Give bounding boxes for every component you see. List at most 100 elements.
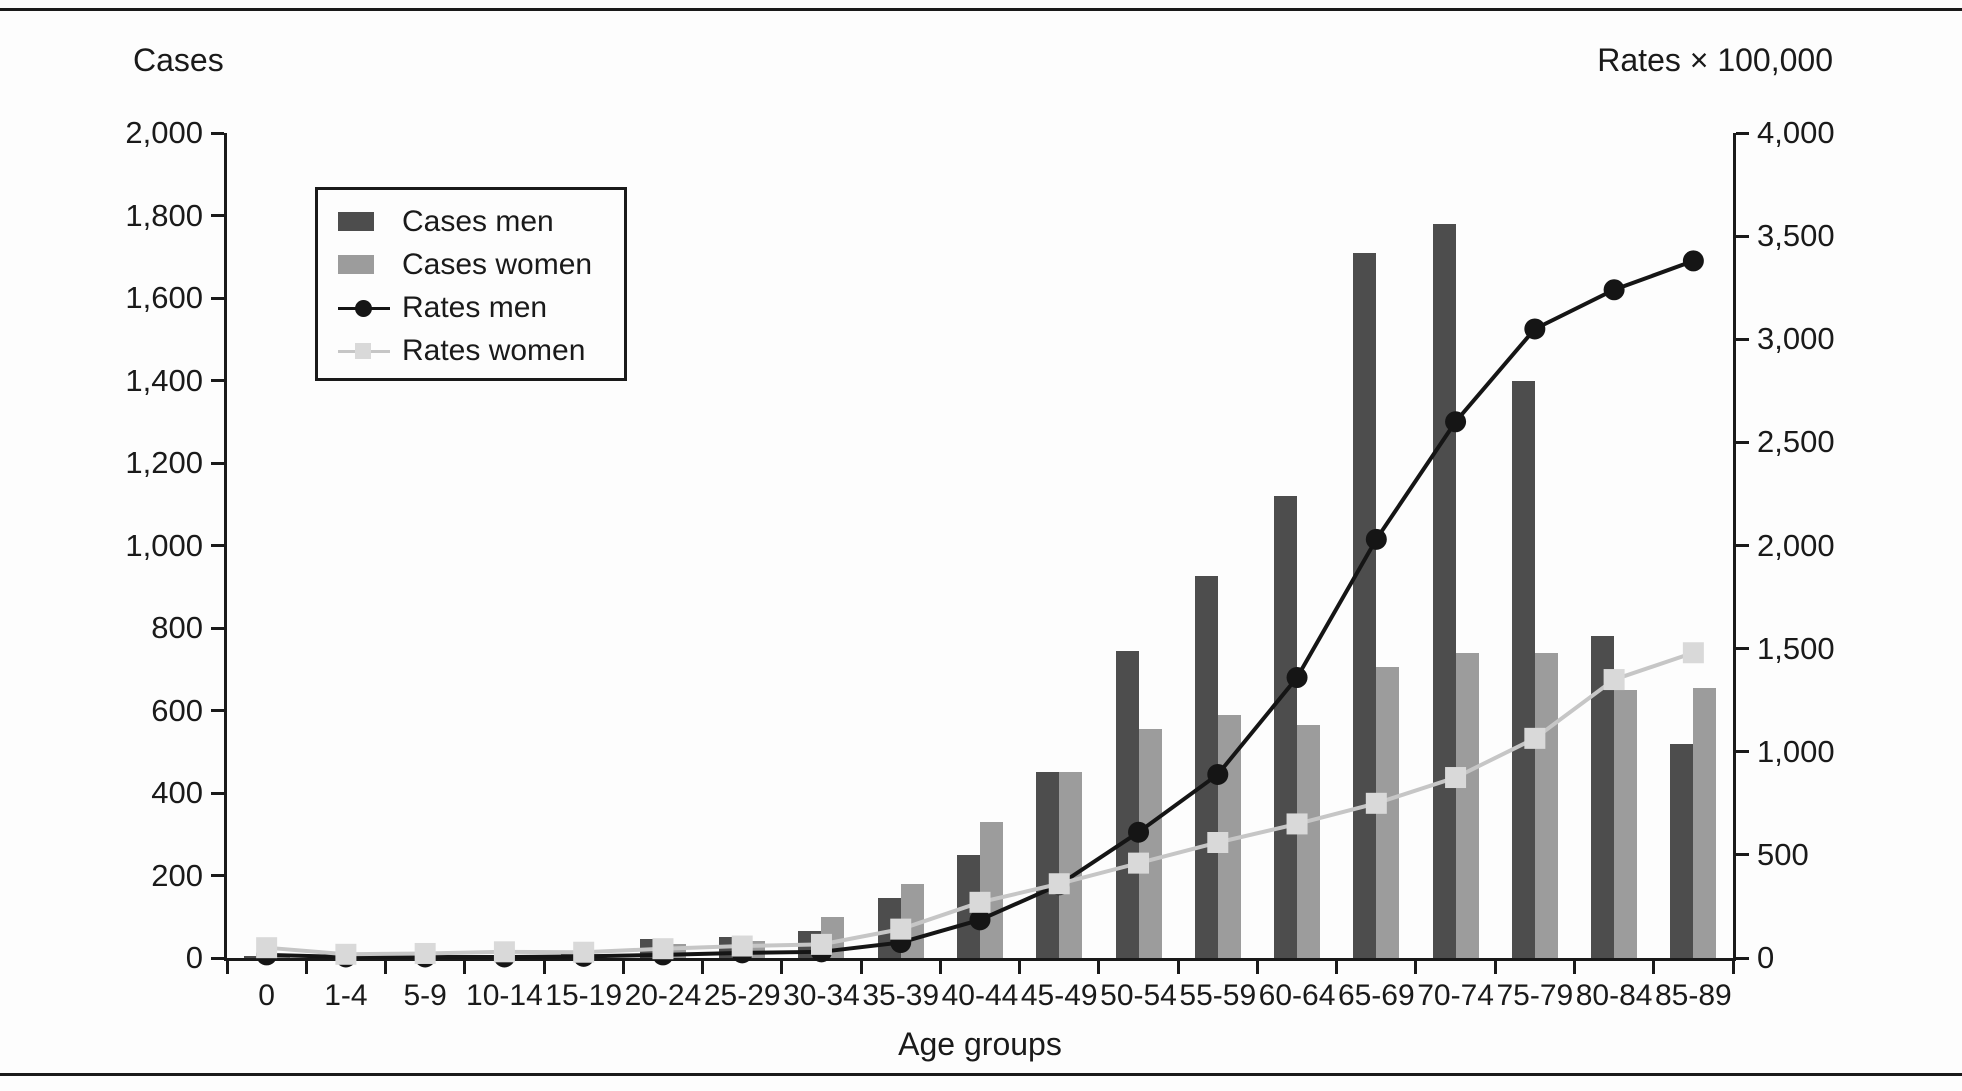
x-axis-tick	[1493, 961, 1497, 974]
legend-label: Rates women	[402, 333, 586, 367]
x-axis-tick-label: 65-69	[1337, 979, 1415, 1012]
y-axis-right-tick	[1736, 440, 1749, 444]
legend-label: Rates men	[402, 290, 548, 324]
x-axis-tick	[1335, 961, 1339, 974]
bar-cases-men	[1115, 650, 1139, 958]
marker-rates-men-circle	[1524, 318, 1546, 340]
y-axis-right-tick	[1736, 853, 1749, 857]
x-axis-tick	[1572, 961, 1576, 974]
bar-cases-women	[1693, 687, 1717, 958]
marker-rates-men-circle	[1365, 528, 1387, 550]
marker-rates-women-square	[652, 938, 674, 960]
x-axis-tick-label: 50-54	[1100, 979, 1177, 1012]
line-rates-men	[266, 258, 1695, 959]
x-axis-tick	[1255, 961, 1259, 974]
legend-label: Cases men	[402, 204, 554, 238]
x-axis-tick-label: 5-9	[403, 979, 447, 1012]
marker-rates-men-circle	[1128, 821, 1150, 843]
y-axis-right-tick	[1736, 544, 1749, 547]
y-axis-right-spine	[1733, 133, 1736, 961]
marker-rates-men-circle	[1207, 763, 1229, 785]
legend-item-cases-women: Cases women	[338, 243, 624, 286]
rates-lines-layer	[256, 250, 1704, 968]
y-axis-left-tick-label: 600	[151, 692, 203, 728]
y-axis-right-tick-label: 2,500	[1757, 424, 1835, 460]
bar-cases-men	[1036, 772, 1060, 958]
y-axis-right-tick-label: 3,500	[1757, 218, 1835, 254]
right-axis-title: Rates × 100,000	[1597, 42, 1833, 78]
bar-cases-women	[1138, 729, 1162, 958]
marker-rates-women-square	[969, 891, 991, 913]
y-axis-left-tick	[211, 379, 224, 382]
x-axis-tick-label: 35-39	[862, 979, 940, 1012]
y-axis-right-tick-label: 2,000	[1757, 527, 1835, 563]
x-axis-tick	[1097, 961, 1101, 974]
y-axis-left-tick	[211, 956, 224, 960]
x-axis-tick-label: 85-89	[1654, 979, 1732, 1012]
x-axis-tick	[542, 961, 546, 974]
bar-cases-men	[1591, 636, 1615, 958]
legend-item-rates-women: Rates women	[338, 329, 624, 372]
bar-cases-men	[1511, 380, 1535, 958]
marker-rates-women-square	[1365, 792, 1387, 814]
marker-rates-women-square	[1445, 767, 1467, 789]
x-axis-tick	[1731, 961, 1735, 974]
y-axis-left-tick-label: 1,000	[125, 527, 203, 563]
y-axis-left-tick	[211, 791, 224, 795]
rates-women-line-square-icon	[338, 341, 390, 361]
bottom-rule	[0, 1073, 1962, 1076]
marker-rates-women-square	[1207, 832, 1229, 853]
x-axis-tick	[1652, 961, 1656, 974]
marker-rates-women-square	[493, 941, 515, 963]
x-axis-tick	[1414, 961, 1418, 974]
marker-rates-men-circle	[1445, 411, 1467, 433]
x-axis-tick	[304, 961, 308, 974]
marker-rates-women-square	[1286, 813, 1308, 835]
x-axis-tick	[859, 961, 863, 974]
x-axis-tick-label: 40-44	[941, 979, 1019, 1012]
x-axis-tick-label: 1-4	[324, 979, 368, 1012]
y-axis-left-tick	[211, 296, 224, 300]
marker-rates-men-circle	[1603, 279, 1625, 301]
x-axis-tick-label: 60-64	[1258, 979, 1336, 1012]
x-axis-tick	[384, 961, 388, 974]
marker-rates-women-square	[573, 941, 595, 963]
bar-cases-men	[243, 955, 267, 958]
y-axis-left-tick-label: 400	[151, 775, 203, 810]
legend-item-rates-men: Rates men	[338, 286, 624, 329]
legend-label: Cases women	[402, 247, 593, 281]
marker-rates-women-square	[1048, 873, 1070, 895]
marker-rates-men-circle	[1286, 667, 1308, 688]
x-axis-title: Age groups	[898, 1026, 1062, 1062]
bar-cases-men	[1274, 496, 1298, 958]
x-axis-tick	[225, 961, 229, 974]
y-axis-left-tick-label: 200	[151, 857, 203, 893]
marker-rates-women-square	[731, 935, 753, 957]
y-axis-left-tick-label: 1,800	[125, 197, 203, 233]
x-axis-tick-label: 30-34	[783, 979, 860, 1012]
marker-rates-women-square	[1603, 669, 1625, 691]
left-axis-title: Cases	[133, 42, 224, 78]
x-axis-tick-label: 70-74	[1417, 979, 1494, 1012]
cases-women-swatch-icon	[338, 255, 390, 274]
y-axis-right-tick-label: 500	[1757, 836, 1809, 872]
marker-rates-men-circle	[1682, 250, 1704, 272]
bar-cases-men	[1194, 576, 1218, 958]
x-axis-tick-label: 25-29	[703, 979, 781, 1012]
y-axis-left-spine	[224, 133, 227, 961]
marker-rates-women-square	[1128, 852, 1150, 874]
y-axis-right-tick-label: 0	[1757, 940, 1775, 975]
rates-men-line-circle-icon	[338, 298, 390, 318]
y-axis-left-tick-label: 1,600	[125, 280, 203, 315]
x-axis-tick	[463, 961, 467, 974]
x-axis-tick-label: 20-24	[624, 979, 702, 1012]
x-axis-tick-label: 80-84	[1575, 979, 1653, 1012]
y-axis-right-tick	[1736, 234, 1749, 238]
y-axis-left-tick-label: 800	[151, 610, 203, 645]
marker-rates-women-square	[1524, 727, 1546, 749]
y-axis-left-tick	[211, 874, 224, 877]
bar-cases-women	[1059, 772, 1083, 958]
x-axis-tick	[1176, 961, 1180, 974]
marker-rates-women-square	[256, 937, 278, 959]
